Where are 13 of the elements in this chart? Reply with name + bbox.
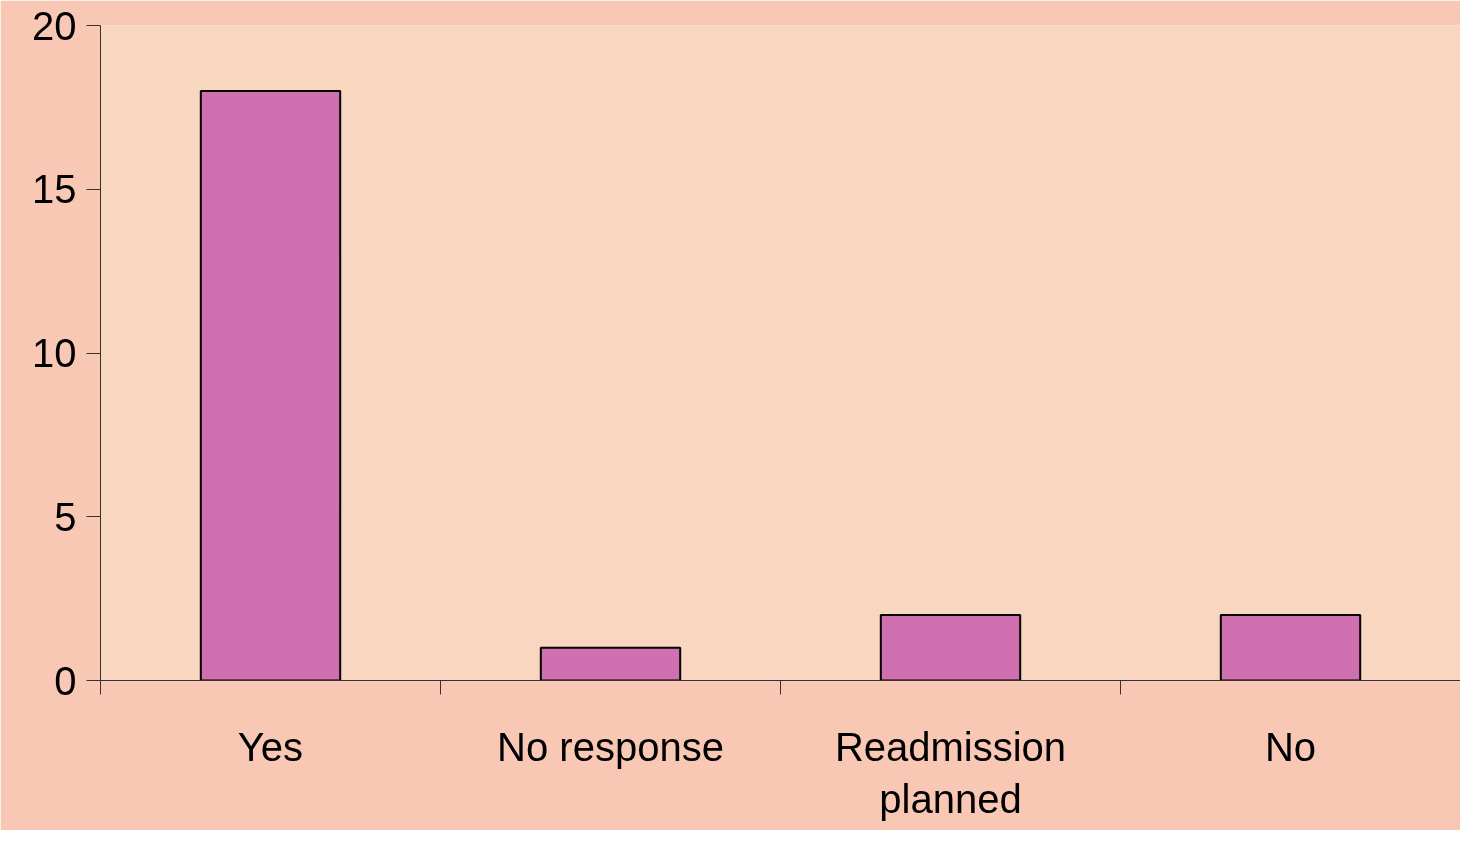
y-tick-label: 15	[32, 167, 77, 212]
x-tick-label: No	[1264, 724, 1317, 769]
y-tick-label: 5	[54, 494, 77, 539]
x-tick-label: Yes	[237, 724, 304, 769]
bar	[879, 614, 1022, 681]
x-tick-label: Readmission planned	[834, 724, 1067, 822]
bar	[1219, 614, 1362, 681]
y-tick-label: 0	[54, 658, 77, 703]
bar	[199, 90, 342, 681]
bar	[539, 646, 682, 681]
y-tick-label: 10	[32, 331, 77, 375]
y-tick-label: 20	[32, 3, 77, 48]
x-tick-label: No response	[497, 724, 724, 769]
